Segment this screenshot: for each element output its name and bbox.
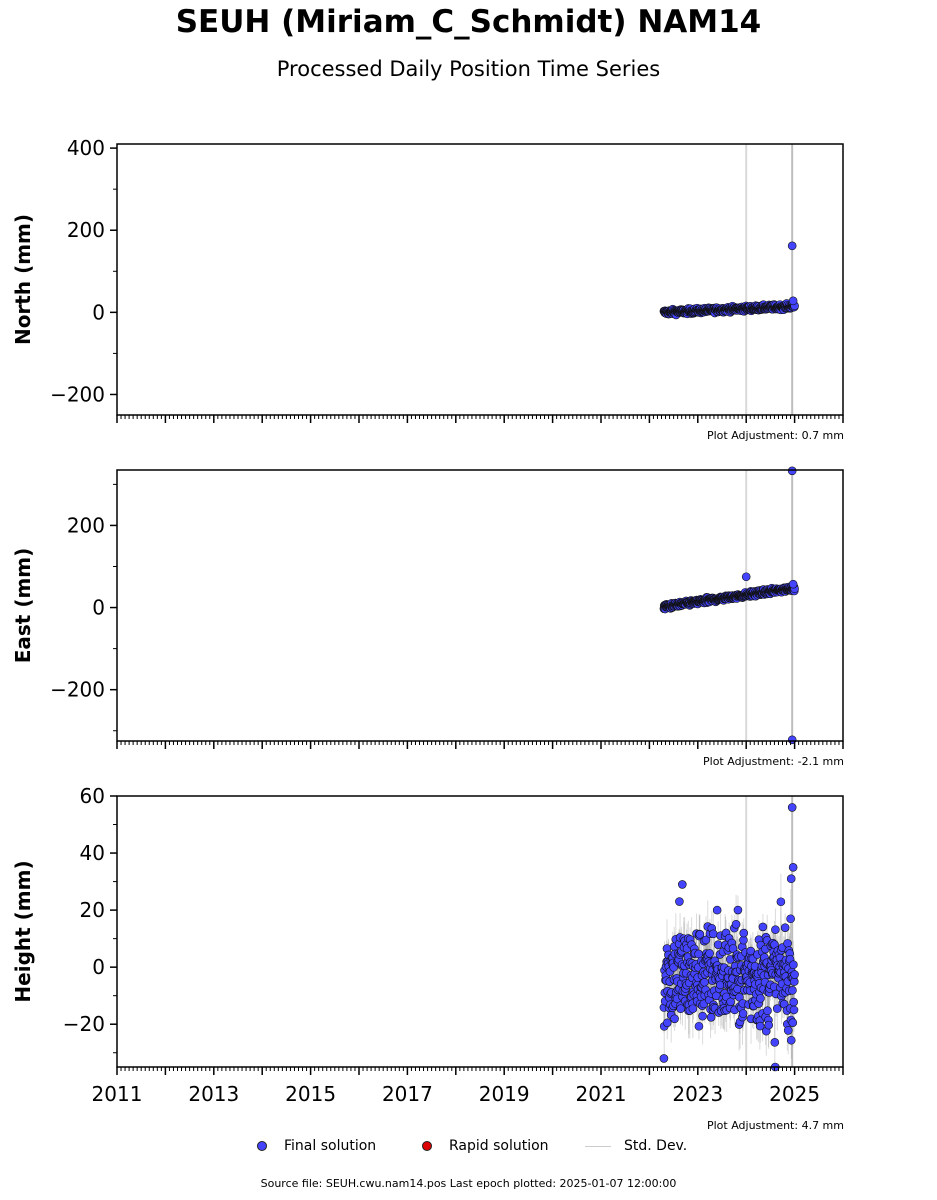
north-outlier-point	[787, 241, 797, 251]
north-outlier-point	[788, 296, 798, 306]
height-point	[780, 923, 790, 932]
height-outlier-point	[712, 905, 722, 915]
east-axes-frame	[116, 469, 844, 742]
east-ylabel: East (mm)	[11, 548, 35, 664]
source-footer: Source file: SEUH.cwu.nam14.pos Last epo…	[260, 1177, 677, 1190]
height-ytick-label: −20	[63, 1012, 105, 1036]
height-point	[708, 929, 718, 939]
height-point	[763, 1006, 772, 1015]
north-ytick-label: 400	[67, 136, 105, 160]
north-ytick-label: 200	[67, 218, 105, 242]
height-point	[789, 960, 798, 970]
height-xtick-label: 2011	[92, 1082, 143, 1106]
height-ytick-label: 0	[92, 955, 105, 979]
height-point	[756, 994, 765, 1003]
height-outlier-point	[659, 1054, 669, 1063]
north-ytick-label: −200	[50, 382, 105, 406]
height-ytick-label: 20	[80, 898, 105, 922]
legend-rapid-label: Rapid solution	[449, 1138, 549, 1154]
height-point	[790, 970, 799, 979]
height-point	[783, 1026, 793, 1035]
height-point	[771, 925, 780, 934]
east-ytick-label: 0	[92, 596, 105, 620]
height-ytick-label: 40	[80, 841, 105, 865]
std-dev-line-icon	[585, 1145, 611, 1147]
height-xtick-label: 2013	[188, 1082, 239, 1106]
height-point	[733, 905, 743, 915]
north-axes-frame	[116, 143, 844, 416]
height-outlier-point	[678, 880, 687, 889]
legend-final-label: Final solution	[284, 1138, 377, 1154]
height-point	[662, 1018, 672, 1028]
height-outlier-point	[787, 803, 797, 812]
height-point	[706, 1012, 716, 1022]
height-point	[770, 1038, 780, 1047]
height-point	[676, 1004, 685, 1014]
height-point	[739, 928, 749, 938]
height-point	[694, 1021, 704, 1031]
height-point	[705, 949, 714, 958]
north-ylabel: North (mm)	[11, 214, 35, 345]
height-outlier-point	[786, 874, 796, 884]
height-point	[758, 922, 768, 932]
height-point	[688, 1004, 698, 1014]
legend-std-label: Std. Dev.	[624, 1138, 688, 1154]
height-point	[695, 930, 705, 939]
height-point	[698, 1011, 707, 1021]
final-solution-marker-icon	[257, 1141, 267, 1151]
chart-title: SEUH (Miriam_C_Schmidt) NAM14	[175, 4, 762, 40]
rapid-solution-marker-icon	[422, 1141, 432, 1151]
east-ytick-label: −200	[50, 678, 105, 702]
height-point	[786, 1035, 796, 1045]
east-outlier-point	[787, 466, 797, 476]
height-xtick-label: 2019	[479, 1082, 530, 1106]
height-point	[738, 1009, 748, 1018]
height-outlier-point	[788, 863, 798, 872]
north-plot-adjustment: Plot Adjustment: 0.7 mm	[706, 429, 844, 442]
height-point	[789, 997, 798, 1007]
height-point	[789, 1005, 799, 1015]
height-point	[731, 919, 741, 929]
height-plot-adjustment: Plot Adjustment: 4.7 mm	[706, 1119, 844, 1132]
height-point	[670, 1014, 679, 1024]
height-point	[788, 986, 797, 995]
height-point	[776, 897, 786, 907]
east-ytick-label: 200	[67, 513, 105, 537]
north-ytick-label: 0	[92, 300, 105, 324]
height-outlier-point	[675, 897, 684, 906]
height-point	[700, 977, 709, 987]
height-point	[764, 1020, 774, 1030]
height-point	[788, 1018, 798, 1027]
chart-subtitle: Processed Daily Position Time Series	[276, 57, 661, 81]
east-outlier-point	[741, 572, 751, 582]
east-outlier-point	[788, 579, 798, 589]
height-ytick-label: 60	[80, 784, 105, 808]
height-point	[786, 914, 795, 924]
height-point	[783, 939, 792, 948]
east-plot-adjustment: Plot Adjustment: -2.1 mm	[703, 755, 844, 768]
legend-final: Final solution	[257, 1138, 376, 1154]
height-ylabel: Height (mm)	[11, 860, 35, 1002]
legend-std: Std. Dev.	[585, 1138, 687, 1154]
height-xtick-label: 2015	[285, 1082, 336, 1106]
legend-rapid: Rapid solution	[422, 1138, 549, 1154]
height-point	[713, 940, 723, 949]
height-xtick-label: 2025	[769, 1082, 820, 1106]
height-xtick-label: 2021	[576, 1082, 627, 1106]
height-point	[694, 949, 703, 959]
height-xtick-label: 2017	[382, 1082, 433, 1106]
height-xtick-label: 2023	[672, 1082, 723, 1106]
